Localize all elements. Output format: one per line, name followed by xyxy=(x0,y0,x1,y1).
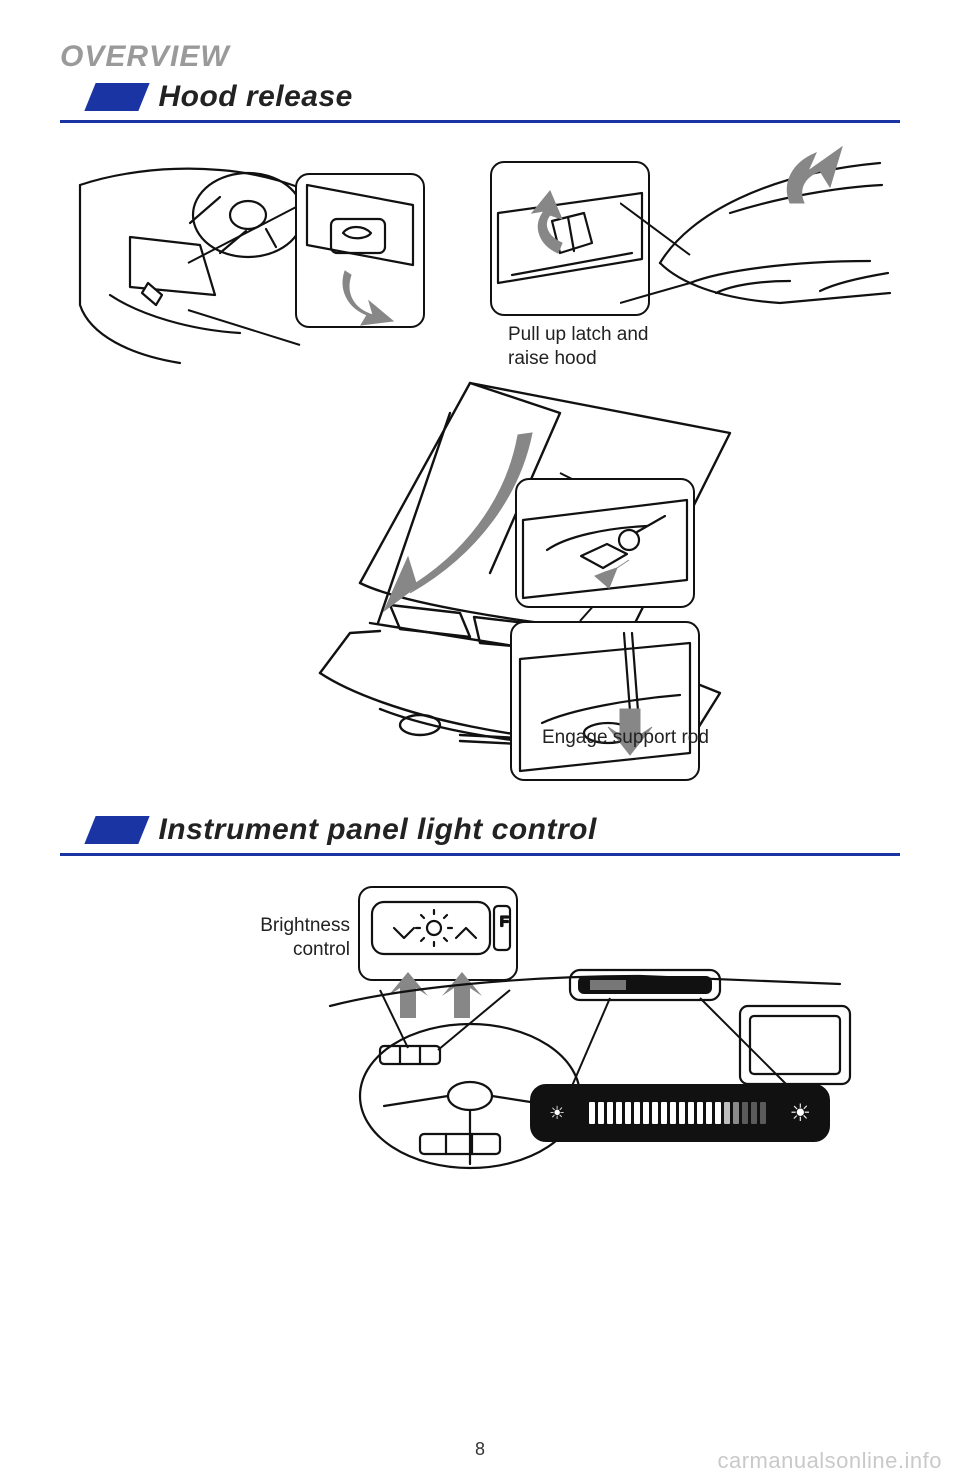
section-header-instrument-panel: Instrument panel light control xyxy=(90,813,900,847)
hood-release-figures: Pull up latch and raise hood xyxy=(60,123,900,783)
sun-small-icon: ☀ xyxy=(549,1103,565,1124)
support-rod-hole-inset xyxy=(510,621,700,781)
sun-large-icon: ☀ xyxy=(789,1099,811,1128)
section-slash-icon xyxy=(84,816,149,844)
watermark: carmanualsonline.info xyxy=(717,1448,942,1474)
hood-release-lever-inset xyxy=(295,173,425,328)
section-slash-icon xyxy=(84,83,149,111)
caption-support-rod: Engage support rod xyxy=(542,726,709,750)
support-rod-clip-inset xyxy=(515,478,695,608)
overview-label: OVERVIEW xyxy=(60,40,900,74)
section-header-hood-release: Hood release xyxy=(90,80,900,114)
instrument-panel-figures: Brightness control xyxy=(60,856,900,1216)
dashboard-illustration xyxy=(320,936,860,1186)
caption-latch: Pull up latch and raise hood xyxy=(508,323,649,371)
brightness-display-inset: ☀ ☀ xyxy=(530,1084,830,1142)
section-title-instrument-panel: Instrument panel light control xyxy=(158,813,596,847)
car-front-hood-illustration xyxy=(620,143,920,343)
page-number: 8 xyxy=(475,1439,485,1460)
brightness-ticks xyxy=(589,1102,766,1124)
section-title-hood-release: Hood release xyxy=(158,80,352,114)
svg-text:F: F xyxy=(500,913,509,929)
